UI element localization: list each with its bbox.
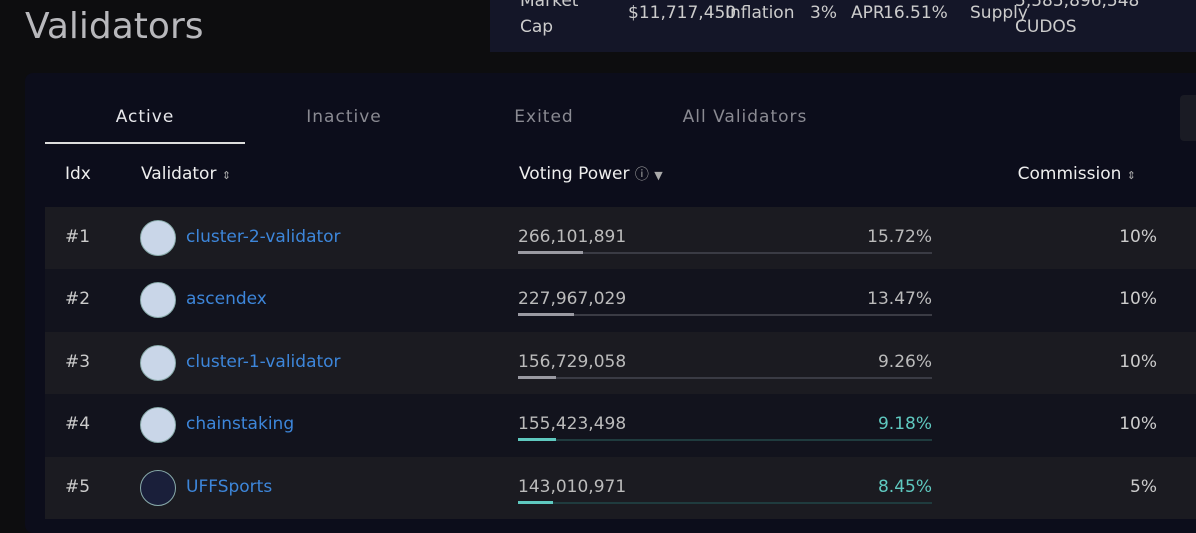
share-bar — [518, 313, 574, 316]
row-index: #3 — [65, 352, 91, 372]
row-index: #4 — [65, 414, 91, 434]
help-icon[interactable]: ⓘ — [634, 167, 649, 183]
voting-share: 13.47% — [867, 289, 932, 309]
bar-track — [518, 313, 932, 316]
share-bar — [518, 501, 553, 504]
stat-label: Market Cap — [520, 0, 579, 37]
sort-icon[interactable]: ▼ — [654, 169, 663, 182]
table-row[interactable]: #3 cluster-1-validator 156,729,058 9.26% 10% — [45, 332, 1196, 394]
bar-track — [518, 438, 932, 441]
validator-icon — [140, 470, 176, 506]
validator-name[interactable]: UFFSports — [186, 477, 273, 497]
stats-bar: Market Cap $11,717,450 Inflation 3% APR 16.51… — [490, 0, 1196, 52]
voting-power: 227,967,029 — [518, 289, 627, 309]
share-bar — [518, 438, 556, 441]
commission: 10% — [1119, 289, 1157, 309]
voting-share: 9.18% — [877, 414, 932, 434]
table-row[interactable]: #5 UFFSports 143,010,971 8.45% 5% — [45, 457, 1196, 519]
bar-track — [518, 251, 932, 254]
voting-power: 156,729,058 — [518, 352, 627, 372]
bar-track — [518, 501, 932, 504]
page-title: Validators — [25, 6, 204, 47]
validator-name[interactable]: cluster-1-validator — [186, 352, 341, 372]
sort-icon[interactable]: ⇕ — [221, 169, 232, 182]
column-header[interactable]: Validator ⇕ — [141, 164, 232, 184]
commission: 10% — [1119, 414, 1157, 434]
share-bar — [518, 251, 584, 254]
row-index: #2 — [65, 289, 91, 309]
voting-share: 8.45% — [877, 477, 932, 497]
stat-value: 16.51% — [883, 3, 948, 23]
tab[interactable]: Active — [115, 107, 175, 127]
row-index: #1 — [65, 227, 91, 247]
bar-track — [518, 376, 932, 379]
validator-icon — [140, 407, 176, 443]
validator-icon — [140, 345, 176, 381]
voting-power: 143,010,971 — [518, 477, 627, 497]
validator-icon — [140, 282, 176, 318]
share-bar — [518, 376, 557, 379]
column-header[interactable]: Voting Power ⓘ ▼ — [519, 164, 663, 184]
column-header: Idx — [65, 164, 91, 184]
tab[interactable]: All Validators — [682, 107, 808, 127]
validator-name[interactable]: cluster-2-validator — [186, 227, 341, 247]
validator-name[interactable]: ascendex — [186, 289, 267, 309]
validator-name[interactable]: chainstaking — [186, 414, 295, 434]
commission: 10% — [1119, 227, 1157, 247]
table-row[interactable]: #4 chainstaking 155,423,498 9.18% 10% — [45, 394, 1196, 457]
stat-label: Supply — [970, 3, 1028, 23]
stat-value: 3% — [810, 3, 837, 23]
sort-icon[interactable]: ⇕ — [1126, 169, 1136, 182]
table-row[interactable]: #1 cluster-2-validator 266,101,891 15.72% 10… — [45, 207, 1196, 269]
voting-power: 266,101,891 — [518, 227, 627, 247]
validator-icon — [140, 220, 176, 256]
search-box[interactable] — [1180, 95, 1196, 141]
table-row[interactable]: #2 ascendex 227,967,029 13.47% 10% — [45, 269, 1196, 332]
tab-underline — [45, 142, 245, 144]
voting-share: 15.72% — [867, 227, 932, 247]
tab[interactable]: Exited — [514, 107, 574, 127]
row-index: #5 — [65, 477, 91, 497]
stat-label: APR — [851, 3, 885, 23]
voting-share: 9.26% — [877, 352, 932, 372]
commission: 5% — [1130, 477, 1157, 497]
stat-label: Inflation — [725, 3, 795, 23]
tab[interactable]: Inactive — [306, 107, 382, 127]
voting-power: 155,423,498 — [518, 414, 627, 434]
stat-value: 5,585,896,548 CUDOS — [1015, 0, 1140, 37]
stat-value: $11,717,450 — [628, 3, 737, 23]
column-header[interactable]: Commission ⇕ — [1017, 164, 1136, 184]
commission: 10% — [1119, 352, 1157, 372]
